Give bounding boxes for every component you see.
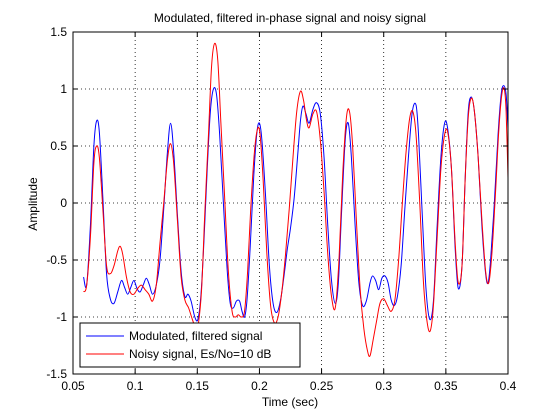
y-tick-label: -1.5	[46, 367, 67, 381]
y-tick-label: -1	[56, 310, 67, 324]
x-tick-label: 0.25	[310, 379, 334, 393]
x-tick-labels: 0.05 0.1 0.15 0.2 0.25 0.3 0.35 0.4	[61, 379, 516, 393]
x-tick-label: 0.4	[500, 379, 517, 393]
y-axis-label: Amplitude	[26, 177, 40, 231]
y-tick-label: -0.5	[46, 253, 67, 267]
x-tick-label: 0.15	[186, 379, 210, 393]
y-tick-label: 0.5	[50, 139, 67, 153]
noisy-signal-line	[83, 42, 508, 357]
legend-box	[79, 322, 301, 368]
x-tick-label: 0.3	[375, 379, 392, 393]
y-tick-label: 1.5	[50, 25, 67, 39]
chart-title: Modulated, filtered in-phase signal and …	[154, 11, 426, 25]
legend-label-modulated: Modulated, filtered signal	[129, 329, 262, 343]
modulated-signal-line	[83, 85, 508, 322]
y-tick-label: 1	[60, 82, 67, 96]
x-tick-label: 0.1	[127, 379, 144, 393]
y-tick-label: 0	[60, 196, 67, 210]
legend-label-noisy: Noisy signal, Es/No=10 dB	[129, 347, 271, 361]
axis-ticks	[72, 31, 509, 375]
x-tick-label: 0.2	[251, 379, 268, 393]
x-tick-label: 0.05	[61, 379, 85, 393]
x-tick-label: 0.35	[434, 379, 458, 393]
grid-lines	[73, 32, 508, 374]
y-tick-labels: -1.5 -1 -0.5 0 0.5 1 1.5	[46, 25, 67, 381]
legend: Modulated, filtered signal Noisy signal,…	[79, 322, 301, 368]
x-axis-label: Time (sec)	[262, 395, 318, 409]
series-layer	[83, 42, 508, 357]
